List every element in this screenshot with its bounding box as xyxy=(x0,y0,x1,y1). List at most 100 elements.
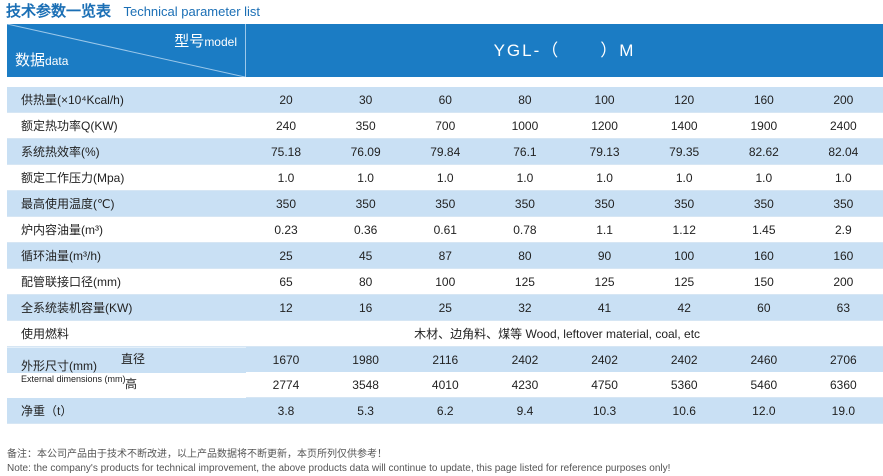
row-label: 额定工作压力(Mpa) xyxy=(7,164,247,191)
row-value: 41 xyxy=(564,294,645,321)
row-value: 1.0 xyxy=(485,164,565,191)
row-value: 80 xyxy=(485,242,565,269)
diameter-value: 1980 xyxy=(325,346,406,372)
row-value: 200 xyxy=(803,87,883,113)
diameter-value: 2402 xyxy=(644,346,725,372)
row-value: 350 xyxy=(803,190,883,217)
diameter-value: 2116 xyxy=(405,346,486,372)
row-label: 额定热功率Q(KW) xyxy=(7,112,247,139)
row-label: 最高使用温度(℃) xyxy=(7,190,247,217)
row-value: 2400 xyxy=(803,112,883,139)
height-value: 5360 xyxy=(644,372,725,398)
header-corner-cell: 型号model 数据data xyxy=(7,24,246,77)
title-cn: 技术参数一览表 xyxy=(6,3,112,20)
model-name: YGL-（ ）M xyxy=(246,24,883,77)
weight-value: 9.4 xyxy=(485,397,565,424)
row-value: 1200 xyxy=(564,112,645,139)
weight-value: 3.8 xyxy=(246,397,326,424)
row-label: 配管联接口径(mm) xyxy=(7,268,247,295)
row-value: 42 xyxy=(644,294,725,321)
row-value: 2.9 xyxy=(803,216,883,243)
row-value: 350 xyxy=(405,190,486,217)
weight-value: 19.0 xyxy=(803,397,883,424)
dimension-diameter-row: 外形尺寸(mm) External dimensions (mm) 直径高 1670 1… xyxy=(7,346,883,398)
diameter-value: 1670 xyxy=(246,346,326,372)
row-value: 80 xyxy=(485,87,565,113)
table-row: 系统热效率(%) 75.18 76.09 79.84 76.1 79.13 79.35 82.… xyxy=(7,138,883,165)
dimension-label-cn: 外形尺寸(mm) xyxy=(21,359,97,374)
row-value: 79.13 xyxy=(564,138,645,165)
row-value: 350 xyxy=(485,190,565,217)
row-value: 125 xyxy=(485,268,565,295)
row-value: 160 xyxy=(803,242,883,269)
row-value: 1.0 xyxy=(564,164,645,191)
row-value: 1.12 xyxy=(644,216,725,243)
height-value: 4230 xyxy=(485,372,565,398)
height-value: 3548 xyxy=(325,372,406,398)
table-row: 循环油量(m³/h) 25 45 87 80 90 100 160 160 xyxy=(7,242,883,269)
row-value: 240 xyxy=(246,112,326,139)
table-row: 最高使用温度(℃) 350 350 350 350 350 350 350 350 xyxy=(7,190,883,217)
row-value: 125 xyxy=(644,268,725,295)
note-cn: 备注：本公司产品由于技术不断改进，以上产品数据将不断更新，本页所列仅供参考！ xyxy=(7,449,387,460)
weight-value: 10.6 xyxy=(644,397,725,424)
row-value: 90 xyxy=(564,242,645,269)
weight-value: 12.0 xyxy=(724,397,804,424)
fuel-row: 使用燃料 木材、边角料、煤等 Wood, leftover material, c… xyxy=(7,320,883,347)
fuel-label: 使用燃料 xyxy=(7,320,247,347)
note-en: Note: the company's products for technic… xyxy=(7,463,671,474)
height-value: 4010 xyxy=(405,372,486,398)
row-value: 25 xyxy=(405,294,486,321)
height-value: 5460 xyxy=(724,372,804,398)
row-value: 1.1 xyxy=(564,216,645,243)
parameter-table: 供热量(×10⁴Kcal/h) 20 30 60 80 100 120 160 200 额定热功率… xyxy=(7,87,883,424)
row-value: 82.04 xyxy=(803,138,883,165)
diameter-value: 2402 xyxy=(564,346,645,372)
diameter-value: 2460 xyxy=(724,346,804,372)
weight-label: 净重（t） xyxy=(7,397,247,424)
row-value: 45 xyxy=(325,242,406,269)
row-value: 20 xyxy=(246,87,326,113)
dimension-label: 外形尺寸(mm) External dimensions (mm) 直径高 xyxy=(7,346,247,398)
model-name-prefix: YGL-（ xyxy=(493,41,561,60)
row-value: 125 xyxy=(564,268,645,295)
row-value: 80 xyxy=(325,268,406,295)
fuel-value: 木材、边角料、煤等 Wood, leftover material, coal,… xyxy=(246,320,883,347)
row-value: 75.18 xyxy=(246,138,326,165)
row-value: 1000 xyxy=(485,112,565,139)
table-row: 配管联接口径(mm) 65 80 100 125 125 125 150 200 xyxy=(7,268,883,295)
row-value: 1.0 xyxy=(803,164,883,191)
page-title: 技术参数一览表 Technical parameter list xyxy=(6,2,260,22)
row-value: 16 xyxy=(325,294,406,321)
header-model-label: 型号model xyxy=(174,30,237,51)
dimension-label-en: External dimensions (mm) xyxy=(21,374,126,385)
row-value: 60 xyxy=(724,294,804,321)
table-row: 炉内容油量(m³) 0.23 0.36 0.61 0.78 1.1 1.12 1.45 2.9 xyxy=(7,216,883,243)
model-name-suffix: ）M xyxy=(600,41,636,60)
row-value: 1.45 xyxy=(724,216,804,243)
row-value: 350 xyxy=(246,190,326,217)
row-value: 350 xyxy=(644,190,725,217)
row-label: 系统热效率(%) xyxy=(7,138,247,165)
dimension-height-row: 2774 3548 4010 4230 4750 5360 5460 6360 xyxy=(7,372,883,398)
row-label: 全系统装机容量(KW) xyxy=(7,294,247,321)
diameter-value: 2402 xyxy=(485,346,565,372)
row-value: 0.61 xyxy=(405,216,486,243)
row-label: 循环油量(m³/h) xyxy=(7,242,247,269)
row-value: 1.0 xyxy=(246,164,326,191)
row-value: 0.78 xyxy=(485,216,565,243)
row-value: 0.36 xyxy=(325,216,406,243)
table-row: 全系统装机容量(KW) 12 16 25 32 41 42 60 63 xyxy=(7,294,883,321)
row-value: 12 xyxy=(246,294,326,321)
table-row: 供热量(×10⁴Kcal/h) 20 30 60 80 100 120 160 200 xyxy=(7,87,883,113)
weight-row: 净重（t） 3.8 5.3 6.2 9.4 10.3 10.6 12.0 19.0 xyxy=(7,397,883,424)
row-value: 1.0 xyxy=(405,164,486,191)
row-value: 120 xyxy=(644,87,725,113)
row-value: 200 xyxy=(803,268,883,295)
row-value: 1.0 xyxy=(644,164,725,191)
row-label: 炉内容油量(m³) xyxy=(7,216,247,243)
table-header: 型号model 数据data YGL-（ ）M xyxy=(7,24,883,77)
model-label-cn: 型号 xyxy=(174,33,205,50)
data-label-cn: 数据 xyxy=(15,52,46,69)
row-value: 100 xyxy=(644,242,725,269)
